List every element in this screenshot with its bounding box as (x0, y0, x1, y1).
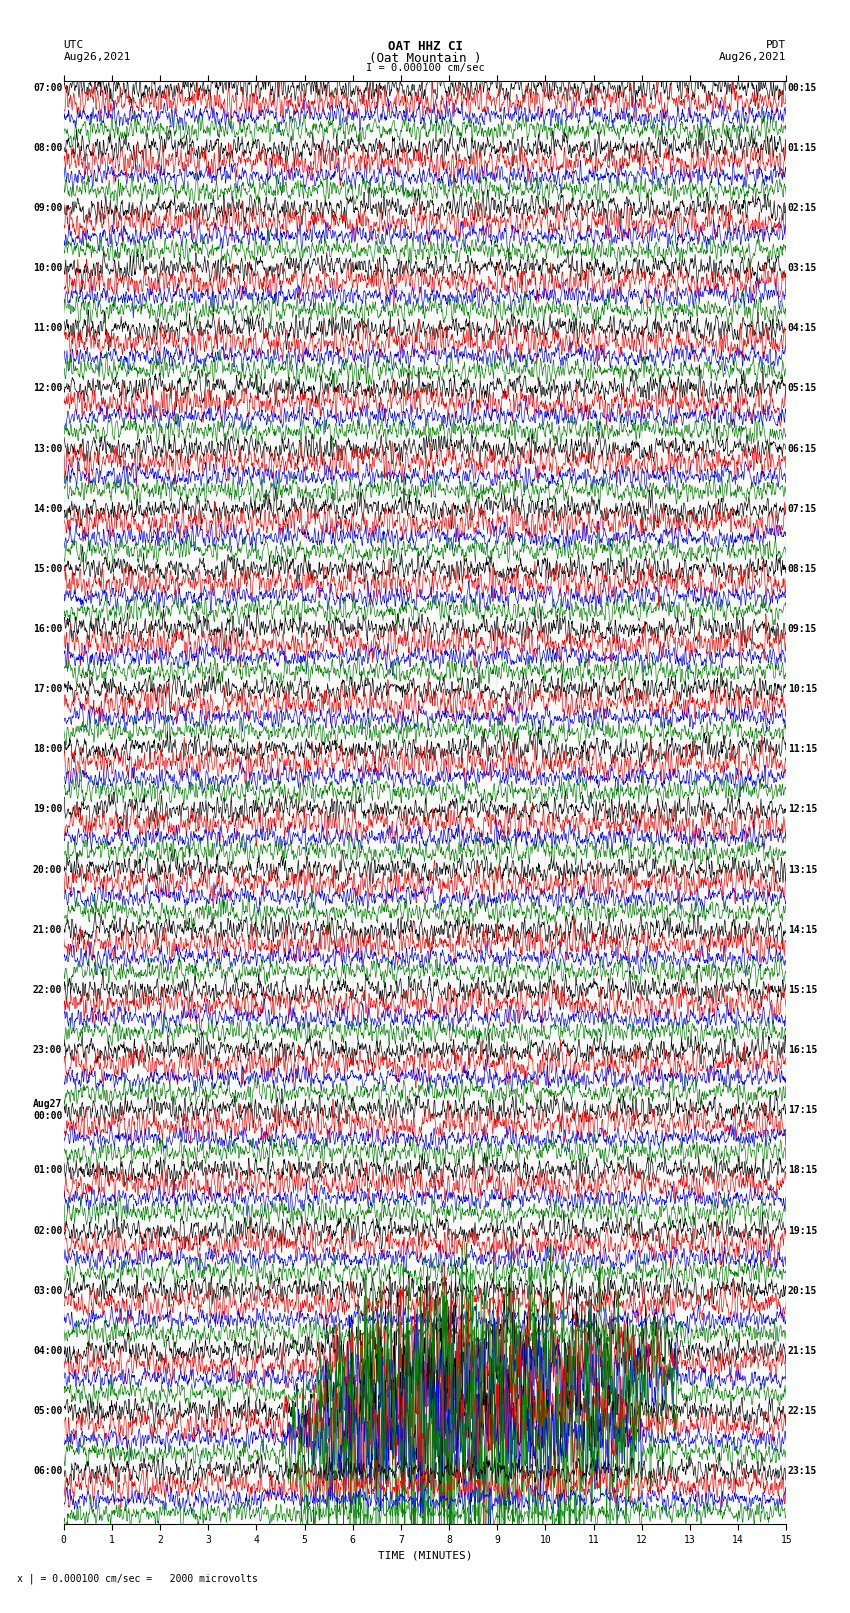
Text: 21:00: 21:00 (33, 924, 62, 936)
Text: 03:00: 03:00 (33, 1286, 62, 1295)
Text: 12:15: 12:15 (788, 805, 817, 815)
Text: I = 0.000100 cm/sec: I = 0.000100 cm/sec (366, 63, 484, 73)
Text: UTC: UTC (64, 40, 84, 50)
Text: Aug26,2021: Aug26,2021 (719, 52, 786, 61)
Text: 14:00: 14:00 (33, 503, 62, 513)
Text: 10:00: 10:00 (33, 263, 62, 273)
Text: PDT: PDT (766, 40, 786, 50)
Text: 06:15: 06:15 (788, 444, 817, 453)
Text: 15:15: 15:15 (788, 986, 817, 995)
Text: 04:15: 04:15 (788, 323, 817, 334)
Text: Aug27
00:00: Aug27 00:00 (33, 1100, 62, 1121)
Text: 18:00: 18:00 (33, 744, 62, 755)
Text: 22:00: 22:00 (33, 986, 62, 995)
Text: 12:00: 12:00 (33, 384, 62, 394)
Text: 23:15: 23:15 (788, 1466, 817, 1476)
Text: Aug26,2021: Aug26,2021 (64, 52, 131, 61)
Text: 19:15: 19:15 (788, 1226, 817, 1236)
Text: 17:15: 17:15 (788, 1105, 817, 1115)
Text: (Oat Mountain ): (Oat Mountain ) (369, 52, 481, 65)
Text: 09:00: 09:00 (33, 203, 62, 213)
Text: 00:15: 00:15 (788, 82, 817, 92)
Text: 23:00: 23:00 (33, 1045, 62, 1055)
Text: 20:00: 20:00 (33, 865, 62, 874)
Text: 06:00: 06:00 (33, 1466, 62, 1476)
X-axis label: TIME (MINUTES): TIME (MINUTES) (377, 1550, 473, 1560)
Text: 22:15: 22:15 (788, 1407, 817, 1416)
Text: 03:15: 03:15 (788, 263, 817, 273)
Text: 04:00: 04:00 (33, 1345, 62, 1357)
Text: 17:00: 17:00 (33, 684, 62, 694)
Text: 08:15: 08:15 (788, 565, 817, 574)
Text: 07:00: 07:00 (33, 82, 62, 92)
Text: 05:00: 05:00 (33, 1407, 62, 1416)
Text: 09:15: 09:15 (788, 624, 817, 634)
Text: 01:15: 01:15 (788, 144, 817, 153)
Text: 11:00: 11:00 (33, 323, 62, 334)
Text: 08:00: 08:00 (33, 144, 62, 153)
Text: 13:00: 13:00 (33, 444, 62, 453)
Text: 02:00: 02:00 (33, 1226, 62, 1236)
Text: 11:15: 11:15 (788, 744, 817, 755)
Text: 10:15: 10:15 (788, 684, 817, 694)
Text: 05:15: 05:15 (788, 384, 817, 394)
Text: 01:00: 01:00 (33, 1165, 62, 1176)
Text: 16:00: 16:00 (33, 624, 62, 634)
Text: 20:15: 20:15 (788, 1286, 817, 1295)
Text: 14:15: 14:15 (788, 924, 817, 936)
Text: 13:15: 13:15 (788, 865, 817, 874)
Text: OAT HHZ CI: OAT HHZ CI (388, 40, 462, 53)
Text: 16:15: 16:15 (788, 1045, 817, 1055)
Text: 07:15: 07:15 (788, 503, 817, 513)
Text: x | = 0.000100 cm/sec =   2000 microvolts: x | = 0.000100 cm/sec = 2000 microvolts (17, 1573, 258, 1584)
Text: 02:15: 02:15 (788, 203, 817, 213)
Text: 21:15: 21:15 (788, 1345, 817, 1357)
Text: 15:00: 15:00 (33, 565, 62, 574)
Text: 18:15: 18:15 (788, 1165, 817, 1176)
Text: 19:00: 19:00 (33, 805, 62, 815)
